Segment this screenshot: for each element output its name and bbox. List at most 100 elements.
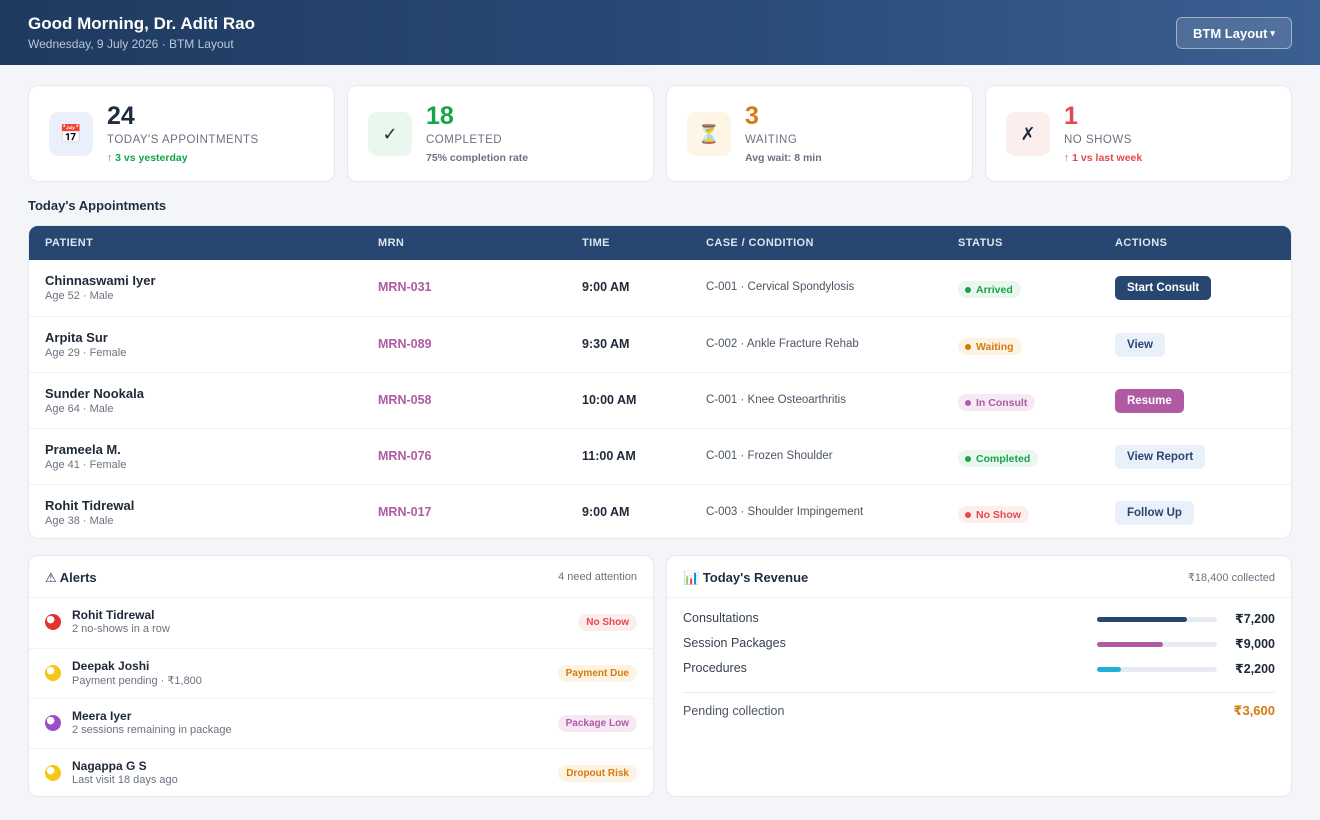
appointments-table: PATIENT MRN TIME CASE / CONDITION STATUS… — [28, 225, 1292, 539]
stat-value: 3 — [745, 102, 759, 130]
revenue-amount: ₹9,000 — [1235, 637, 1275, 651]
row-action-button[interactable]: Follow Up — [1115, 501, 1194, 525]
patient-name[interactable]: Prameela M. — [45, 442, 121, 457]
revenue-bar-fill — [1097, 667, 1121, 672]
calendar-icon: 📅 — [49, 112, 93, 156]
status-badge: Completed — [958, 450, 1039, 467]
mrn-link[interactable]: MRN-058 — [378, 393, 432, 407]
status-dot-icon — [965, 343, 971, 350]
status-badge: Waiting — [958, 338, 1022, 355]
cross-icon: ✗ — [1006, 112, 1050, 156]
row-action-button[interactable]: Start Consult — [1115, 276, 1212, 300]
case-condition: C-001 · Cervical Spondylosis — [706, 281, 855, 293]
revenue-bar-fill — [1097, 617, 1187, 622]
column-header-time: TIME — [582, 237, 610, 249]
status-label: Completed — [976, 452, 1031, 465]
alert-patient-name: Nagappa G S — [72, 759, 147, 773]
red-circle-icon — [45, 614, 61, 630]
hourglass-icon: ⏳ — [687, 112, 731, 156]
status-dot-icon — [965, 399, 971, 406]
greeting-title: Good Morning, Dr. Aditi Rao — [28, 14, 255, 33]
yellow-circle-icon — [45, 665, 61, 681]
stat-value: 24 — [107, 102, 135, 130]
location-selector-button[interactable]: BTM Layout ▾ — [1176, 17, 1292, 49]
patient-meta: Age 52 · Male — [45, 290, 114, 302]
alert-item[interactable]: Meera Iyer 2 sessions remaining in packa… — [29, 698, 653, 748]
check-icon: ✓ — [368, 112, 412, 156]
alerts-count: 4 need attention — [558, 571, 637, 583]
status-label: Waiting — [976, 340, 1014, 353]
patient-name[interactable]: Arpita Sur — [45, 330, 108, 345]
mrn-link[interactable]: MRN-089 — [378, 337, 432, 351]
status-dot-icon — [965, 286, 971, 293]
purple-circle-icon — [45, 715, 61, 731]
appointment-time: 9:30 AM — [582, 337, 630, 351]
status-badge: In Consult — [958, 394, 1036, 411]
row-action-button[interactable]: Resume — [1115, 389, 1184, 413]
alert-tag: No Show — [578, 614, 637, 631]
row-action-button[interactable]: View Report — [1115, 445, 1206, 469]
table-row[interactable]: Chinnaswami Iyer Age 52 · Male MRN-031 9… — [29, 260, 1291, 316]
revenue-bar-track — [1097, 642, 1217, 647]
alert-item[interactable]: Nagappa G S Last visit 18 days ago Dropo… — [29, 748, 653, 796]
patient-name[interactable]: Chinnaswami Iyer — [45, 273, 156, 288]
chevron-down-icon: ▾ — [1270, 27, 1275, 38]
alert-tag: Payment Due — [557, 665, 637, 682]
status-dot-icon — [965, 511, 971, 518]
patient-meta: Age 64 · Male — [45, 403, 114, 415]
revenue-panel: 📊 Today's Revenue ₹18,400 collected Cons… — [666, 555, 1292, 797]
stat-card: ⏳ 3 WAITING Avg wait: 8 min — [666, 85, 973, 182]
yellow-circle-icon — [45, 765, 61, 781]
alert-description: Payment pending · ₹1,800 — [72, 675, 202, 687]
column-header-case: CASE / CONDITION — [706, 237, 814, 249]
table-row[interactable]: Rohit Tidrewal Age 38 · Male MRN-017 9:0… — [29, 484, 1291, 538]
stat-label: TODAY'S APPOINTMENTS — [107, 134, 259, 146]
alert-item[interactable]: Rohit Tidrewal 2 no-shows in a row No Sh… — [29, 598, 653, 648]
revenue-amount: ₹2,200 — [1235, 662, 1275, 676]
table-row[interactable]: Arpita Sur Age 29 · Female MRN-089 9:30 … — [29, 316, 1291, 372]
alert-description: 2 sessions remaining in package — [72, 724, 232, 736]
alert-patient-name: Rohit Tidrewal — [72, 608, 155, 622]
alert-item[interactable]: Deepak Joshi Payment pending · ₹1,800 Pa… — [29, 648, 653, 698]
location-label: BTM Layout — [1193, 25, 1268, 41]
column-header-patient: PATIENT — [45, 237, 94, 249]
alerts-panel: ⚠ Alerts 4 need attention Rohit Tidrewal… — [28, 555, 654, 797]
stat-label: NO SHOWS — [1064, 134, 1132, 146]
status-label: Arrived — [976, 283, 1013, 296]
alert-tag: Package Low — [557, 715, 637, 732]
revenue-row: Procedures ₹2,200 — [683, 659, 1275, 679]
alert-description: 2 no-shows in a row — [72, 623, 170, 635]
revenue-label: Consultations — [683, 611, 759, 625]
mrn-link[interactable]: MRN-076 — [378, 449, 432, 463]
table-row[interactable]: Prameela M. Age 41 · Female MRN-076 11:0… — [29, 428, 1291, 484]
stat-label: COMPLETED — [426, 134, 503, 146]
case-condition: C-001 · Frozen Shoulder — [706, 450, 833, 462]
patient-meta: Age 29 · Female — [45, 347, 127, 359]
patient-name[interactable]: Sunder Nookala — [45, 386, 144, 401]
mrn-link[interactable]: MRN-031 — [378, 280, 432, 294]
patient-name[interactable]: Rohit Tidrewal — [45, 498, 135, 513]
case-condition: C-003 · Shoulder Impingement — [706, 506, 864, 518]
column-header-mrn: MRN — [378, 237, 405, 249]
revenue-row: Session Packages ₹9,000 — [683, 634, 1275, 654]
appointment-time: 11:00 AM — [582, 449, 636, 463]
appointment-time: 10:00 AM — [582, 393, 637, 407]
divider — [683, 692, 1275, 693]
stat-card: ✓ 18 COMPLETED 75% completion rate — [347, 85, 654, 182]
table-row[interactable]: Sunder Nookala Age 64 · Male MRN-058 10:… — [29, 372, 1291, 428]
stat-card: 📅 24 TODAY'S APPOINTMENTS ↑ 3 vs yesterd… — [28, 85, 335, 182]
stat-value: 18 — [426, 102, 454, 130]
case-condition: C-002 · Ankle Fracture Rehab — [706, 338, 859, 350]
mrn-link[interactable]: MRN-017 — [378, 505, 432, 519]
status-dot-icon — [965, 455, 971, 462]
alerts-title: ⚠ Alerts — [45, 570, 97, 585]
pending-collection-label: Pending collection — [683, 704, 785, 718]
stat-value: 1 — [1064, 102, 1078, 130]
revenue-collected: ₹18,400 collected — [1187, 572, 1275, 584]
alert-description: Last visit 18 days ago — [72, 774, 178, 786]
alert-patient-name: Deepak Joshi — [72, 659, 150, 673]
status-badge: Arrived — [958, 281, 1021, 298]
row-action-button[interactable]: View — [1115, 333, 1165, 357]
revenue-bar-track — [1097, 617, 1217, 622]
revenue-label: Procedures — [683, 661, 747, 675]
